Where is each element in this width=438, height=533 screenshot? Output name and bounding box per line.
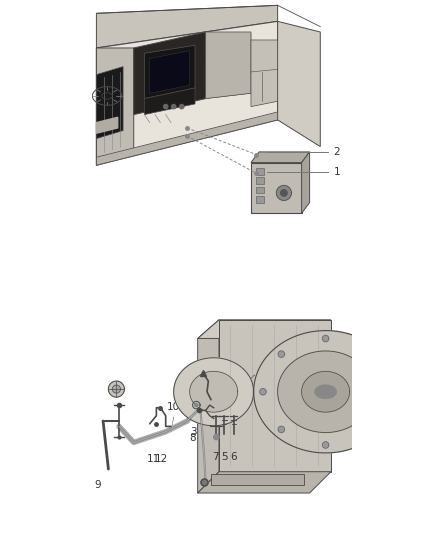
Polygon shape: [113, 385, 120, 393]
Polygon shape: [278, 426, 285, 433]
Circle shape: [180, 104, 184, 109]
Polygon shape: [276, 185, 291, 200]
Text: 12: 12: [155, 454, 168, 464]
FancyBboxPatch shape: [256, 177, 264, 184]
Polygon shape: [96, 21, 278, 165]
Circle shape: [172, 104, 176, 109]
Polygon shape: [278, 351, 374, 432]
Polygon shape: [211, 474, 304, 485]
Polygon shape: [322, 442, 329, 448]
FancyBboxPatch shape: [256, 196, 264, 203]
Polygon shape: [198, 320, 219, 493]
FancyBboxPatch shape: [256, 187, 264, 193]
Polygon shape: [134, 32, 206, 115]
Polygon shape: [195, 403, 198, 407]
Polygon shape: [206, 76, 251, 88]
Polygon shape: [206, 32, 251, 99]
Text: 3: 3: [190, 427, 196, 437]
Text: 4: 4: [205, 408, 212, 418]
Polygon shape: [322, 335, 329, 342]
Text: 8: 8: [190, 433, 196, 442]
Circle shape: [163, 104, 168, 109]
FancyBboxPatch shape: [256, 168, 264, 175]
Polygon shape: [145, 45, 195, 99]
Polygon shape: [367, 351, 373, 357]
Polygon shape: [190, 372, 238, 412]
Polygon shape: [206, 86, 251, 99]
Polygon shape: [193, 401, 200, 409]
Text: 9: 9: [95, 480, 101, 490]
Polygon shape: [214, 434, 219, 440]
Polygon shape: [302, 372, 350, 412]
Polygon shape: [281, 190, 287, 196]
Polygon shape: [206, 66, 251, 77]
Polygon shape: [251, 152, 310, 163]
Text: 1: 1: [334, 167, 340, 177]
Text: 10: 10: [167, 402, 180, 411]
Polygon shape: [198, 472, 331, 493]
Polygon shape: [145, 88, 195, 115]
Polygon shape: [96, 112, 278, 165]
Text: 6: 6: [230, 452, 237, 462]
Polygon shape: [260, 389, 266, 395]
Polygon shape: [96, 5, 278, 48]
Polygon shape: [254, 330, 398, 453]
Polygon shape: [96, 117, 118, 133]
Polygon shape: [315, 385, 336, 398]
Polygon shape: [206, 44, 251, 56]
Text: 11: 11: [147, 454, 160, 464]
Polygon shape: [96, 48, 134, 165]
Polygon shape: [206, 55, 251, 67]
Polygon shape: [251, 40, 278, 107]
Polygon shape: [367, 426, 373, 433]
Polygon shape: [109, 381, 124, 397]
Polygon shape: [219, 320, 331, 472]
Polygon shape: [198, 320, 331, 338]
Polygon shape: [206, 33, 251, 45]
Polygon shape: [278, 21, 320, 147]
Text: 2: 2: [334, 147, 340, 157]
Polygon shape: [302, 152, 310, 213]
Polygon shape: [96, 67, 123, 139]
Polygon shape: [174, 358, 254, 426]
Polygon shape: [278, 351, 285, 357]
Text: 7: 7: [212, 452, 219, 462]
Polygon shape: [251, 163, 302, 213]
Polygon shape: [150, 51, 190, 93]
Text: 5: 5: [221, 452, 228, 462]
Polygon shape: [385, 389, 392, 395]
